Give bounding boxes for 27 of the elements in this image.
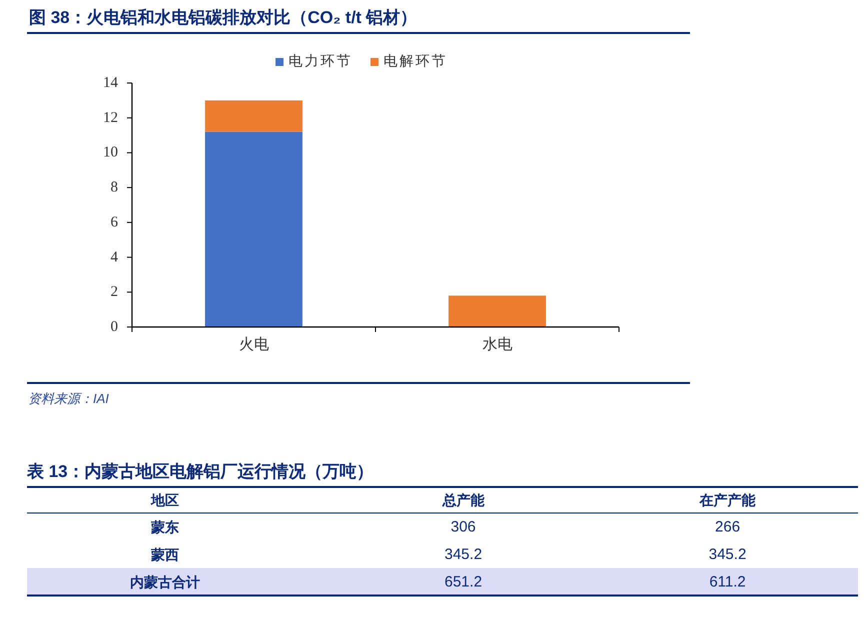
- text: 资料来源：IAI: [28, 391, 110, 406]
- y-tick-label: 2: [110, 284, 118, 300]
- y-tick-label: 14: [103, 75, 118, 91]
- data-label: 345.2: [444, 546, 482, 563]
- text: 地区: [150, 492, 179, 508]
- data-label: 651.2: [444, 573, 482, 590]
- text: 在产产能: [698, 492, 757, 508]
- y-tick-label: 4: [110, 249, 118, 266]
- legend-label: 电力环节: [288, 54, 352, 70]
- legend-label: 电解环节: [384, 54, 448, 70]
- category-label: 蒙西: [150, 546, 179, 562]
- y-tick-label: 10: [103, 144, 118, 161]
- y-tick-label: 0: [110, 319, 118, 335]
- text: 表 13：内蒙古地区电解铝厂运行情况（万吨）: [26, 462, 374, 481]
- data-label: 611.2: [709, 573, 746, 590]
- y-tick-label: 6: [110, 214, 118, 230]
- data-label: 306: [450, 518, 476, 536]
- data-label: 266: [715, 518, 740, 536]
- data-label: 345.2: [708, 546, 746, 563]
- category-label: 内蒙古合计: [130, 574, 200, 590]
- x-tick-label: 火电: [238, 336, 269, 353]
- category-label: 蒙东: [150, 518, 179, 535]
- text: 总产能: [441, 492, 486, 508]
- y-tick-label: 8: [110, 180, 118, 196]
- x-tick-label: 水电: [482, 336, 512, 353]
- y-tick-label: 12: [103, 110, 118, 126]
- chart-title: 图 38：火电铝和水电铝碳排放对比（CO₂ t/t 铝材）: [29, 8, 418, 27]
